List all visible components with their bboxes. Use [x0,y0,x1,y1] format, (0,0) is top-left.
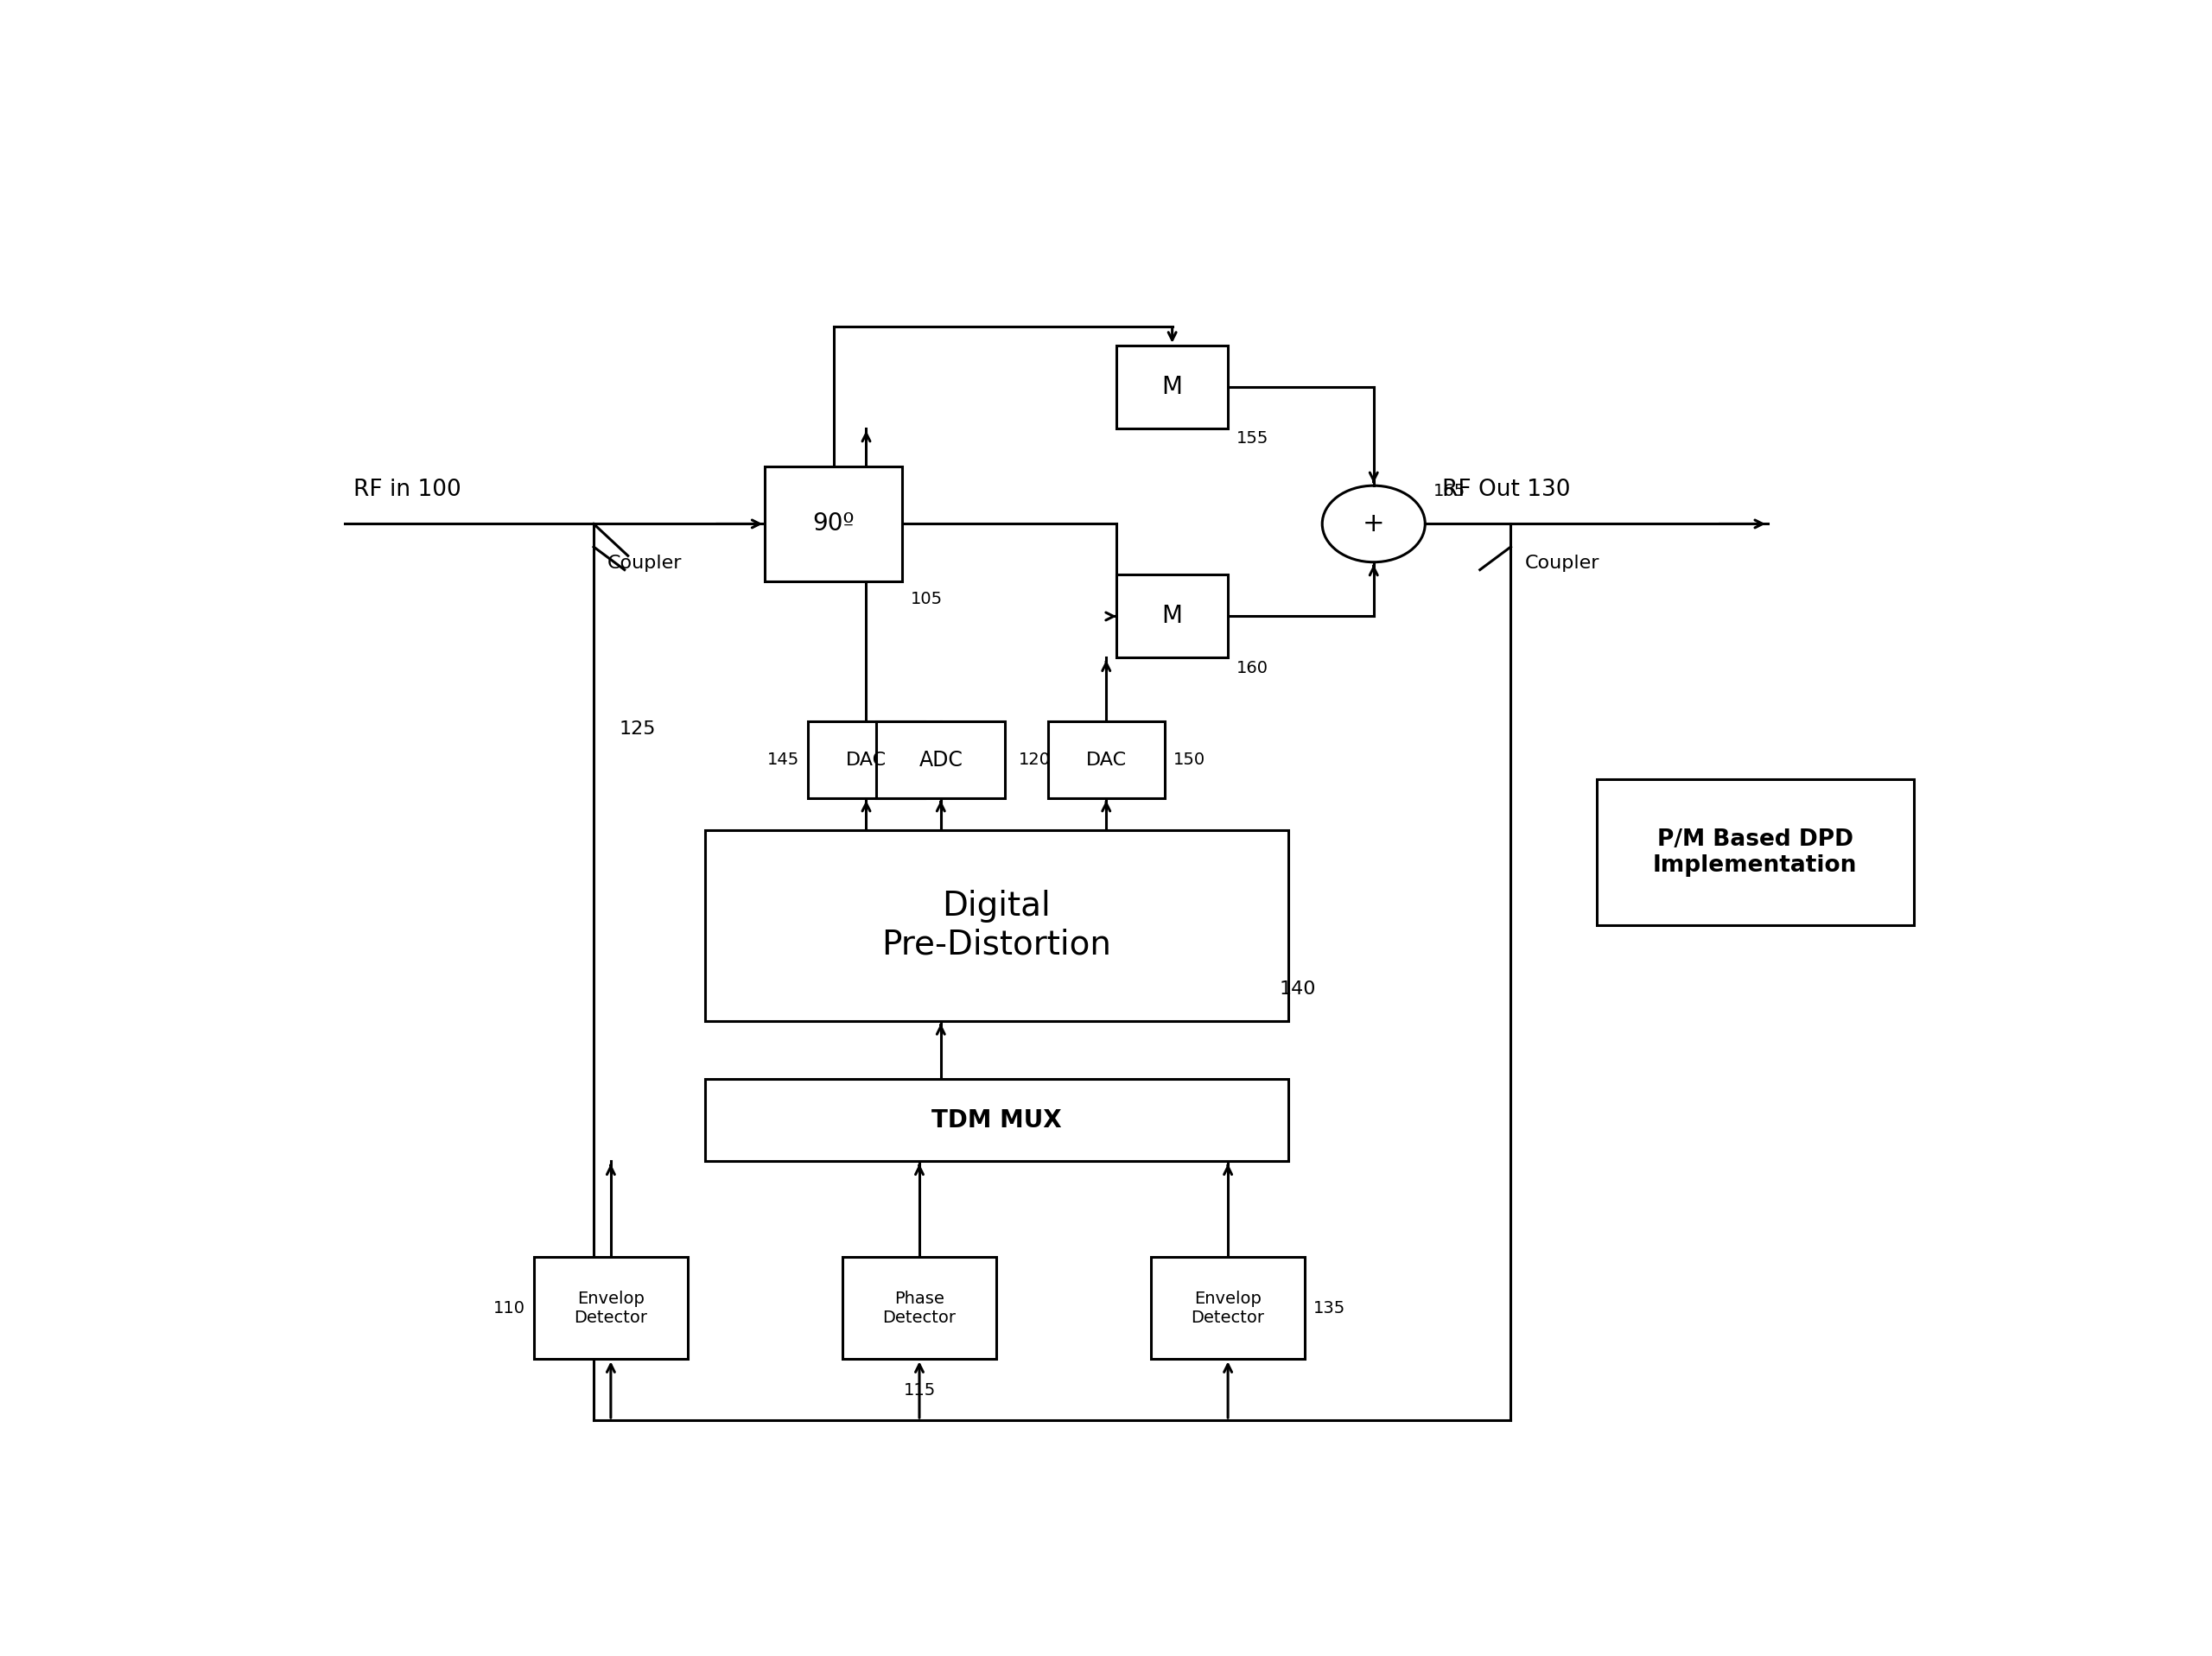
Text: 165: 165 [1433,484,1467,498]
Bar [706,1078,1287,1161]
Bar [1597,778,1913,926]
Bar [1117,575,1228,657]
Text: 120: 120 [1020,752,1051,768]
Text: +: + [1363,512,1385,537]
Text: 155: 155 [1237,431,1270,447]
Bar [1150,1257,1305,1360]
Text: 140: 140 [1279,980,1316,999]
Bar [843,1257,998,1360]
Text: Digital
Pre-Distortion: Digital Pre-Distortion [883,891,1110,960]
Text: Coupler: Coupler [1524,555,1599,571]
Bar [807,722,925,798]
Text: 105: 105 [911,591,942,608]
Text: 135: 135 [1314,1300,1345,1317]
Bar [765,467,902,581]
Text: P/M Based DPD
Implementation: P/M Based DPD Implementation [1652,828,1858,876]
Text: 160: 160 [1237,661,1267,677]
Text: DAC: DAC [845,752,887,768]
Text: ADC: ADC [918,750,962,770]
Bar [1048,722,1164,798]
Text: 110: 110 [493,1300,524,1317]
Text: RF in 100: RF in 100 [354,479,462,502]
Bar [533,1257,688,1360]
Text: Coupler: Coupler [608,555,681,571]
Text: DAC: DAC [1086,752,1126,768]
Text: M: M [1161,374,1183,399]
Text: Envelop
Detector: Envelop Detector [575,1290,648,1326]
Text: 145: 145 [768,752,799,768]
Bar [1117,346,1228,429]
Text: Phase
Detector: Phase Detector [883,1290,956,1326]
Text: M: M [1161,604,1183,628]
Text: 115: 115 [902,1383,936,1398]
Bar [706,830,1287,1022]
Bar [876,722,1004,798]
Text: 90º: 90º [812,512,854,537]
Text: 125: 125 [619,720,657,737]
Text: Envelop
Detector: Envelop Detector [1192,1290,1265,1326]
Text: RF Out 130: RF Out 130 [1442,479,1571,502]
Text: 150: 150 [1172,752,1206,768]
Text: TDM MUX: TDM MUX [931,1108,1062,1133]
